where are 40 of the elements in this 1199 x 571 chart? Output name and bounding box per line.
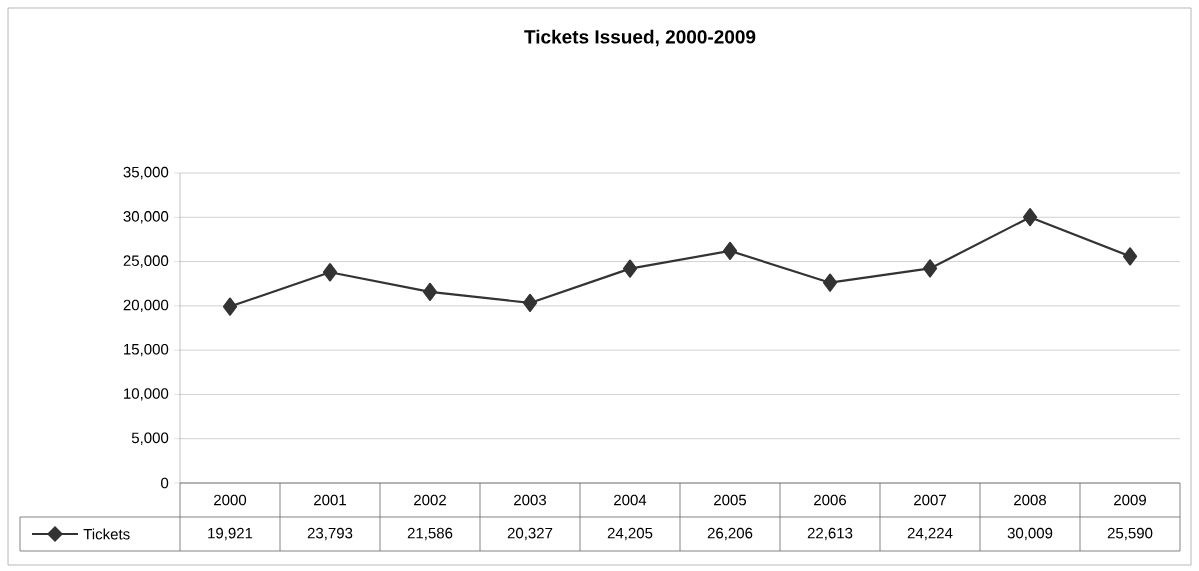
- x-tick-label: 2004: [614, 494, 647, 506]
- data-label: 20,327: [507, 527, 553, 541]
- y-tick-label: 15,000: [124, 343, 169, 357]
- y-tick-label: 35,000: [123, 166, 169, 180]
- data-label: 21,586: [407, 527, 453, 541]
- data-label: 25,590: [1107, 527, 1153, 541]
- data-label: 26,206: [707, 527, 753, 541]
- point: [922, 259, 938, 278]
- y-tick-label: 10,000: [124, 388, 169, 401]
- point: [222, 297, 238, 316]
- x-tick-label: 2000: [214, 494, 247, 506]
- x-tick-label: 2001: [314, 494, 346, 506]
- data-label: 24,205: [607, 527, 653, 541]
- data-label: 23,793: [307, 527, 353, 541]
- y-tick-label: 25,000: [123, 255, 169, 268]
- point: [722, 241, 738, 260]
- data-label: 24,224: [907, 527, 953, 541]
- point: [322, 263, 338, 282]
- legend-label: Tickets: [83, 528, 130, 540]
- data-label: 22,613: [807, 527, 853, 541]
- point: [1122, 247, 1138, 266]
- chart-title: Tickets Issued, 2000-2009: [524, 29, 756, 47]
- point: [822, 273, 838, 292]
- point: [1022, 208, 1038, 227]
- x-tick-label: 2008: [1014, 494, 1047, 506]
- y-tick-label: 5,000: [131, 432, 169, 445]
- x-tick-label: 2002: [414, 494, 446, 506]
- point: [622, 259, 638, 278]
- x-tick-label: 2007: [914, 494, 946, 506]
- y-tick-label: 30,000: [123, 211, 169, 224]
- x-tick-label: 2009: [1114, 494, 1146, 506]
- y-tick-label: 0: [161, 477, 169, 489]
- point: [522, 293, 538, 313]
- y-tick-label: 20,000: [123, 299, 169, 313]
- x-tick-label: 2005: [714, 494, 747, 506]
- data-label: 30,009: [1007, 527, 1053, 541]
- point: [422, 282, 438, 301]
- x-tick-label: 2006: [814, 494, 847, 506]
- data-label: 19,921: [208, 527, 253, 541]
- x-tick-label: 2003: [514, 494, 547, 506]
